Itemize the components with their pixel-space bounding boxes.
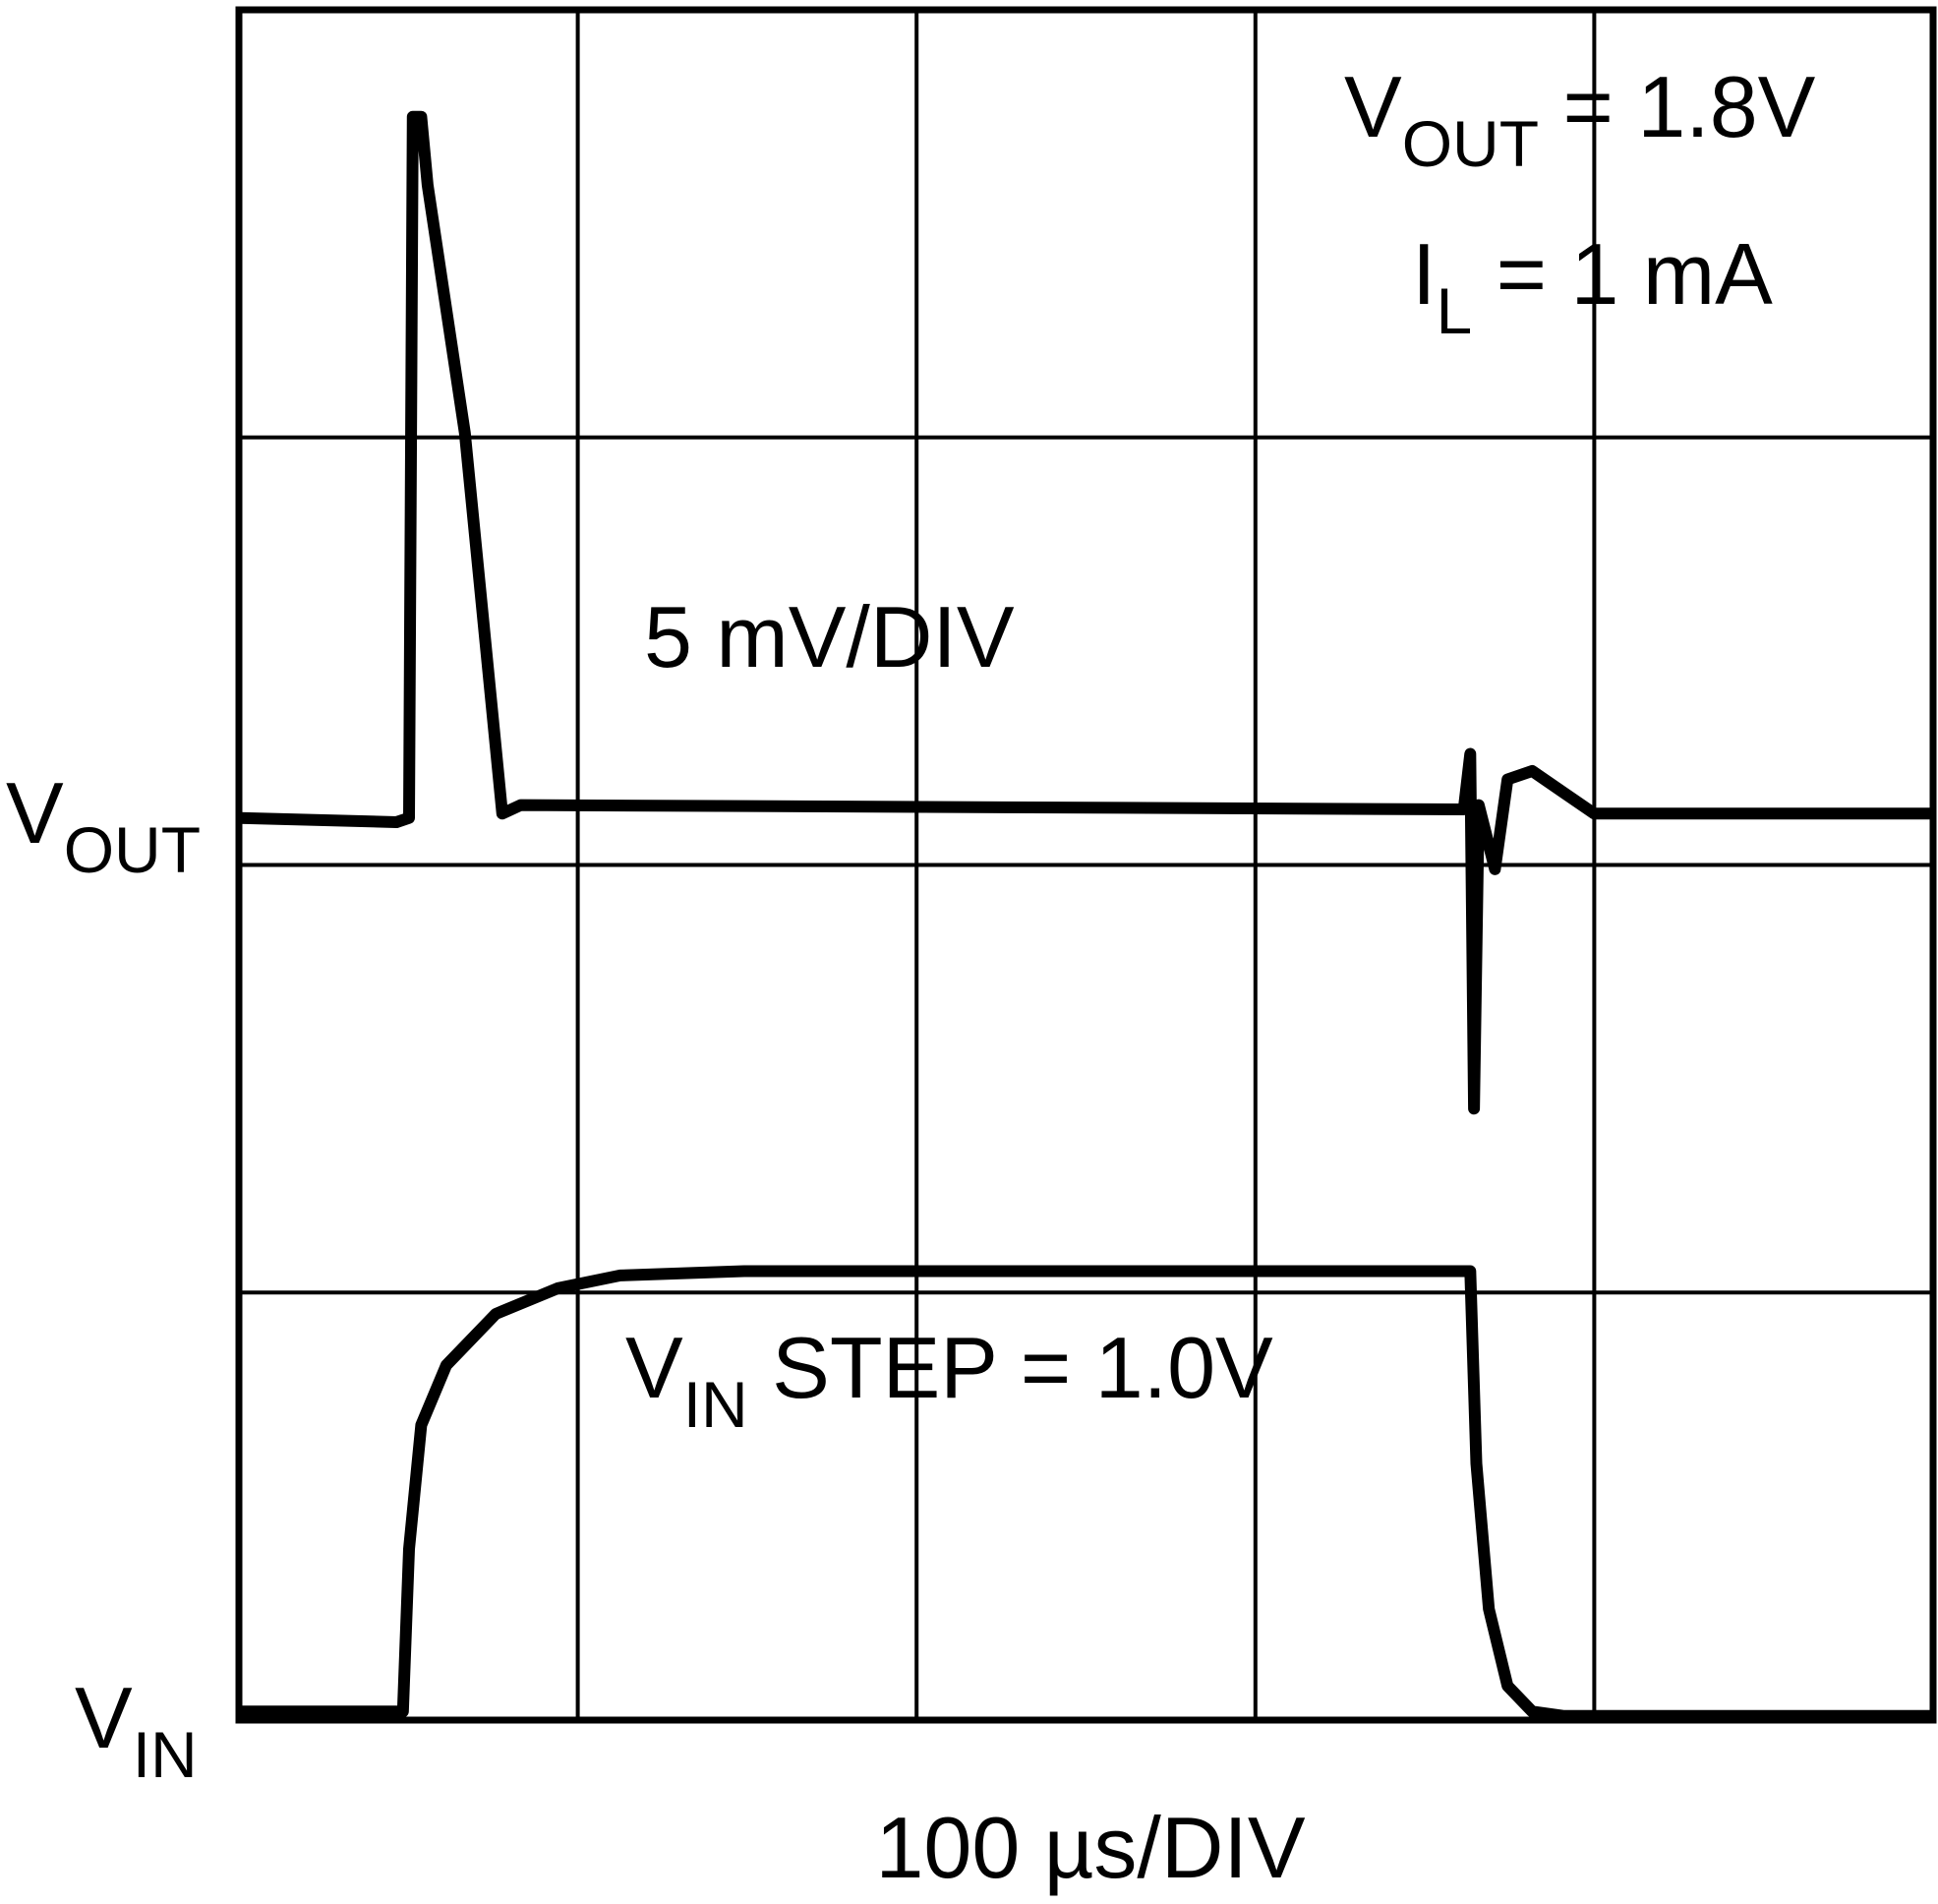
trace-label-main: V: [75, 1669, 133, 1766]
annotation-suffix: STEP = 1.0V: [748, 1319, 1273, 1416]
annotation-subscript: L: [1436, 274, 1472, 347]
trace-label-main: V: [6, 764, 64, 862]
annotation: IL = 1 mA: [1412, 225, 1773, 347]
plot-border: [235, 6, 1937, 1724]
x-axis-label: 100 µs/DIV: [875, 1799, 1305, 1896]
annotation-subscript: IN: [683, 1368, 748, 1441]
annotation-main: V: [1344, 58, 1402, 155]
annotation: 5 mV/DIV: [644, 588, 1015, 685]
annotation: VOUT = 1.8V: [1344, 58, 1816, 180]
annotation: VIN STEP = 1.0V: [625, 1319, 1273, 1441]
trace-label: VIN: [75, 1669, 198, 1791]
trace: [239, 1265, 1933, 1722]
trace: [238, 110, 1933, 1115]
annotation-main: 5 mV/DIV: [644, 588, 1015, 685]
trace-label-subscript: OUT: [64, 813, 201, 886]
annotation-suffix: = 1 mA: [1472, 225, 1773, 323]
annotation-subscript: OUT: [1402, 107, 1539, 180]
annotation-main: I: [1412, 225, 1436, 323]
trace-label: VOUT: [6, 764, 201, 886]
annotation-suffix: = 1.8V: [1539, 58, 1816, 155]
annotation-main: V: [625, 1319, 683, 1416]
trace-label-subscript: IN: [133, 1718, 198, 1791]
